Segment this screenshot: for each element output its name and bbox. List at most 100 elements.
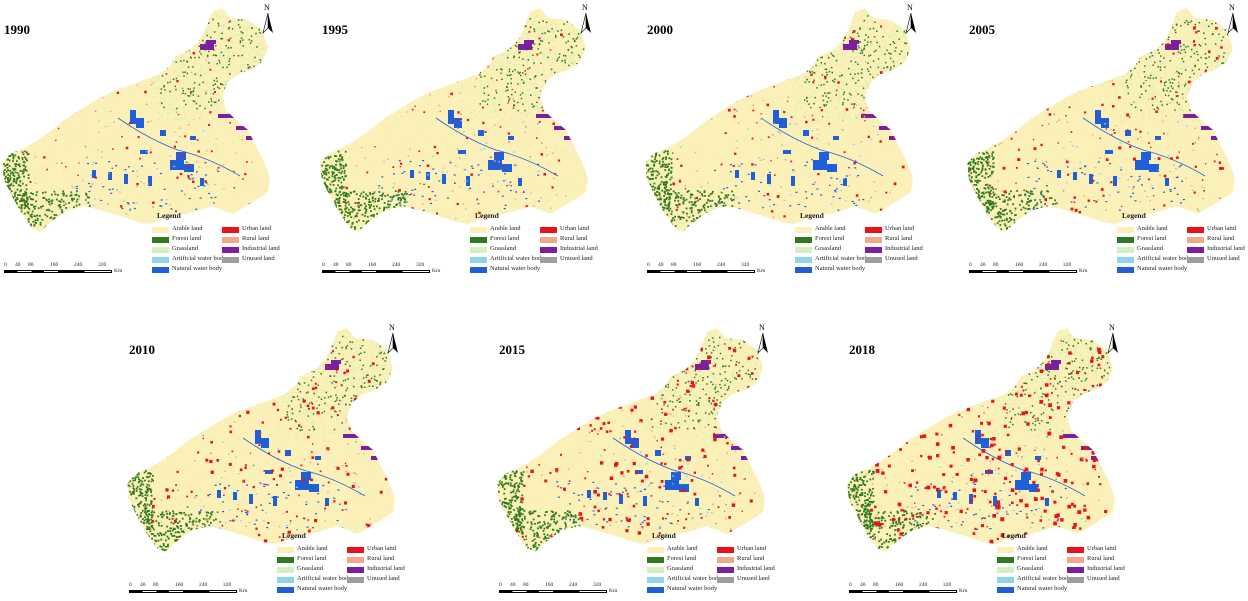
grassland-patch: [242, 156, 244, 159]
grassland-patch: [795, 26, 798, 29]
grassland-patch: [262, 61, 264, 63]
grassland-patch: [159, 51, 161, 53]
forest-patch: [864, 39, 866, 41]
forest-patch: [6, 187, 9, 190]
grassland-patch: [206, 105, 208, 108]
grassland-patch: [575, 89, 578, 91]
grassland-patch: [815, 119, 817, 122]
water-patch: [522, 191, 525, 193]
grassland-patch: [848, 20, 851, 23]
grassland-patch: [832, 78, 835, 81]
forest-patch: [670, 170, 673, 173]
industrial-land: [236, 126, 248, 130]
water-patch: [111, 188, 114, 190]
forest-patch: [507, 82, 509, 85]
grassland-patch: [818, 44, 821, 46]
forest-patch: [656, 194, 658, 197]
grassland-patch: [580, 65, 583, 67]
grassland-patch: [901, 15, 903, 17]
forest-patch: [243, 18, 245, 20]
water-patch: [804, 206, 807, 208]
forest-patch: [377, 200, 379, 202]
grassland-patch: [801, 166, 804, 168]
grassland-patch: [574, 118, 577, 120]
grassland-patch: [206, 88, 209, 90]
grassland-patch: [832, 95, 835, 97]
grassland-patch: [527, 57, 530, 60]
forest-patch: [885, 96, 888, 99]
forest-patch: [527, 59, 530, 61]
forest-patch: [518, 51, 520, 53]
grassland-patch: [156, 79, 159, 82]
forest-patch: [326, 169, 329, 172]
forest-patch: [323, 161, 325, 163]
forest-patch: [718, 200, 721, 202]
forest-patch: [24, 200, 27, 202]
rural-land: [406, 111, 409, 113]
grassland-patch: [497, 114, 499, 117]
forest-patch: [655, 177, 657, 179]
grassland-patch: [43, 140, 45, 142]
legend-title: Legend: [475, 211, 499, 220]
grassland-patch: [755, 196, 757, 199]
grassland-patch: [725, 162, 727, 164]
forest-patch: [701, 194, 704, 197]
forest-patch: [169, 90, 171, 93]
artificial-water-body: [522, 121, 525, 123]
grassland-patch: [880, 67, 882, 70]
grassland-patch: [897, 53, 900, 55]
natural-water-body: [130, 110, 136, 124]
grassland-patch: [468, 86, 471, 88]
grassland-patch: [841, 53, 844, 55]
forest-patch: [496, 69, 498, 71]
grassland-patch: [567, 96, 570, 99]
grassland-patch: [214, 117, 216, 120]
grassland-patch: [569, 32, 571, 34]
forest-patch: [10, 151, 12, 153]
forest-patch: [566, 94, 568, 96]
grassland-patch: [510, 16, 512, 18]
forest-patch: [167, 35, 169, 38]
grassland-patch: [856, 169, 858, 171]
grassland-patch: [580, 110, 582, 112]
unused-land: [80, 105, 83, 107]
forest-patch: [354, 228, 356, 230]
forest-patch: [693, 203, 696, 205]
forest-patch: [704, 195, 706, 197]
grassland-patch: [412, 101, 414, 104]
grassland-patch: [555, 83, 557, 86]
forest-patch: [246, 75, 248, 78]
grassland-patch: [399, 173, 401, 176]
scale-tick-label: 0: [4, 262, 7, 268]
forest-patch: [78, 217, 81, 220]
urban-land: [141, 49, 144, 51]
forest-patch: [67, 219, 70, 222]
grassland-patch: [863, 34, 866, 36]
grassland-patch: [884, 104, 887, 106]
grassland-patch: [480, 22, 482, 25]
grassland-patch: [838, 86, 841, 88]
forest-patch: [55, 227, 58, 229]
grassland-patch: [77, 217, 79, 219]
grassland-patch: [844, 112, 846, 114]
grassland-patch: [839, 64, 842, 66]
grassland-patch: [582, 70, 584, 73]
forest-patch: [348, 203, 351, 206]
forest-patch: [25, 188, 28, 191]
forest-patch: [706, 213, 709, 216]
urban-land: [551, 28, 553, 30]
grassland-patch: [181, 117, 183, 120]
forest-patch: [182, 92, 184, 94]
grassland-patch: [194, 205, 196, 207]
grassland-patch: [159, 37, 162, 39]
forest-patch: [661, 163, 664, 166]
grassland-patch: [561, 74, 563, 77]
forest-patch: [381, 198, 383, 201]
forest-patch: [661, 189, 664, 192]
grassland-patch: [857, 52, 860, 54]
grassland-patch: [493, 109, 496, 112]
grassland-patch: [168, 112, 171, 114]
forest-patch: [555, 36, 557, 38]
forest-patch: [663, 217, 665, 220]
grassland-patch: [168, 22, 171, 25]
